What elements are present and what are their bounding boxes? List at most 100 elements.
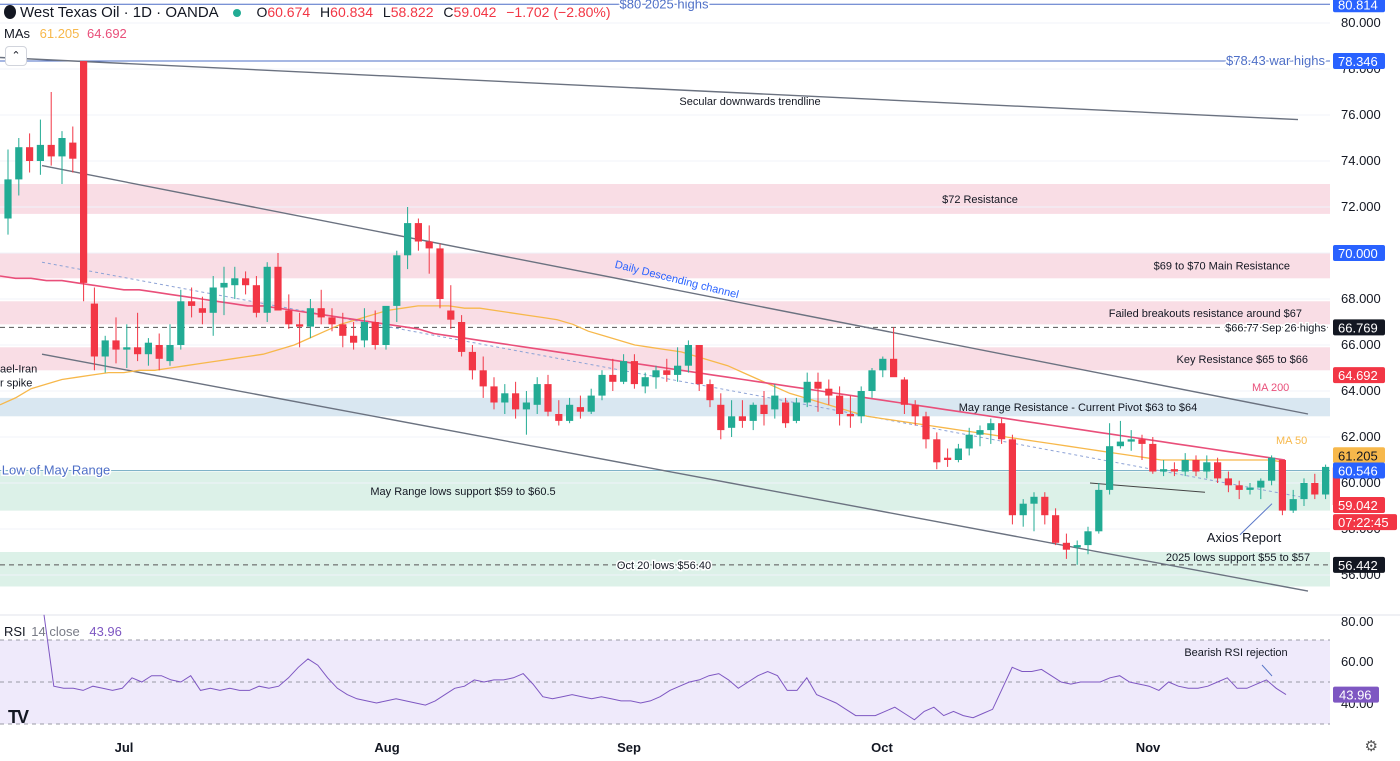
- candle-body: [404, 223, 412, 256]
- price-axis-label-text: 59.042: [1338, 498, 1378, 513]
- chevron-up-icon: ⌃: [11, 50, 21, 62]
- zone-label: Failed breakouts resistance around $67: [1109, 308, 1302, 320]
- candle-body: [792, 402, 800, 421]
- settings-gear-icon[interactable]: ⚙: [1364, 738, 1378, 755]
- candle-body: [1084, 531, 1092, 546]
- candle-body: [339, 324, 347, 336]
- symbol-logo-icon: [4, 5, 16, 19]
- candle-body: [1008, 439, 1016, 516]
- symbol-title[interactable]: West Texas Oil · 1D · OANDA: [20, 4, 219, 21]
- candle-body: [1192, 460, 1200, 472]
- candle-body: [965, 434, 973, 449]
- candle-body: [1224, 478, 1232, 486]
- price-axis-label: [1333, 319, 1385, 336]
- rsi-value-label: [1333, 686, 1379, 703]
- open-value: 60.674: [267, 4, 311, 20]
- candle-body: [944, 457, 952, 460]
- candle-body: [490, 386, 498, 403]
- ma200-legend-value: 64.692: [87, 26, 127, 41]
- candle-body: [555, 414, 563, 421]
- rsi-axis-tick: 60.00: [1341, 654, 1374, 669]
- channel-lower-line: [41, 353, 1309, 592]
- tradingview-logo-icon[interactable]: TV: [8, 707, 29, 727]
- candle-body: [436, 248, 444, 299]
- candle-body: [1322, 466, 1330, 495]
- candle-body: [533, 384, 541, 405]
- rsi-value: 43.96: [89, 624, 122, 639]
- candle-body: [630, 361, 638, 385]
- ma-legend[interactable]: MAs 61.205 64.692: [4, 26, 127, 41]
- candle-body: [836, 395, 844, 414]
- rsi-params: 14 close: [31, 624, 80, 639]
- candle-body: [1019, 503, 1027, 516]
- time-axis-tick: Aug: [374, 740, 399, 755]
- price-axis-label: [1333, 53, 1385, 70]
- collapse-legend-button[interactable]: ⌃: [5, 46, 27, 66]
- price-axis-tick: 74.000: [1341, 153, 1381, 168]
- candle-body: [177, 301, 185, 345]
- candle-body: [825, 388, 833, 396]
- candle-body: [414, 223, 422, 242]
- candle-body: [1030, 496, 1038, 504]
- candle-body: [1278, 460, 1286, 511]
- candle-body: [695, 345, 703, 385]
- candle-body: [760, 404, 768, 414]
- price-axis-label-text: 70.000: [1338, 246, 1378, 261]
- price-level-label: $78.43 war highs: [1226, 53, 1326, 68]
- price-axis-label-text: 78.346: [1338, 54, 1378, 69]
- rsi-value-label-text: 43.96: [1339, 688, 1372, 703]
- candle-body: [360, 322, 368, 341]
- price-axis-label-text: 66.769: [1338, 320, 1378, 335]
- candle-body: [198, 308, 206, 313]
- candle-body: [36, 144, 44, 161]
- low-label: L: [382, 4, 391, 20]
- rsi-line: [43, 614, 1287, 721]
- price-axis-tick: 66.000: [1341, 337, 1381, 352]
- price-axis-label-text: 80.814: [1338, 0, 1378, 12]
- candle-body: [242, 278, 250, 286]
- zone-band: [0, 253, 1330, 279]
- candle-body: [306, 308, 314, 327]
- candle-body: [458, 322, 466, 352]
- candle-body: [1073, 545, 1081, 548]
- candle-body: [112, 340, 120, 350]
- zone-label: $72 Resistance: [942, 194, 1018, 206]
- candle-body: [371, 322, 379, 345]
- candle-body: [641, 377, 649, 387]
- candle-body: [425, 241, 433, 249]
- close-value: 59.042: [453, 4, 497, 20]
- candle-body: [1138, 439, 1146, 444]
- candle-body: [1246, 487, 1254, 490]
- axios-arrow: [1239, 503, 1273, 536]
- time-axis-tick: Sep: [617, 740, 641, 755]
- candle-body: [134, 347, 142, 355]
- candle-body: [933, 439, 941, 463]
- candle-body: [1062, 542, 1070, 550]
- candle-body: [166, 345, 174, 362]
- candle-body: [566, 404, 574, 421]
- candle-body: [987, 423, 995, 431]
- change-value: −1.702 (−2.80%): [506, 4, 611, 20]
- candle-body: [954, 448, 962, 460]
- price-axis-label-text: 07:22:45: [1338, 515, 1389, 530]
- candle-body: [468, 351, 476, 371]
- candle-body: [1052, 515, 1060, 543]
- price-axis-label: [1333, 556, 1385, 573]
- candle-body: [782, 402, 790, 424]
- candle-body: [1311, 483, 1319, 495]
- rsi-header[interactable]: RSI 14 close 43.96: [4, 624, 122, 639]
- candle-body: [922, 416, 930, 440]
- candle-body: [900, 379, 908, 405]
- chart-annotation: Axios Report: [1207, 530, 1282, 545]
- candle-body: [47, 144, 55, 157]
- candle-body: [1332, 467, 1340, 506]
- price-axis-tick: 68.000: [1341, 291, 1381, 306]
- candle-body: [717, 404, 725, 431]
- candle-body: [771, 395, 779, 410]
- candle-body: [4, 179, 12, 219]
- candle-body: [1127, 439, 1135, 442]
- chart-annotation: MA 200: [1252, 382, 1289, 394]
- candle-body: [144, 342, 152, 355]
- candle-body: [1214, 462, 1222, 479]
